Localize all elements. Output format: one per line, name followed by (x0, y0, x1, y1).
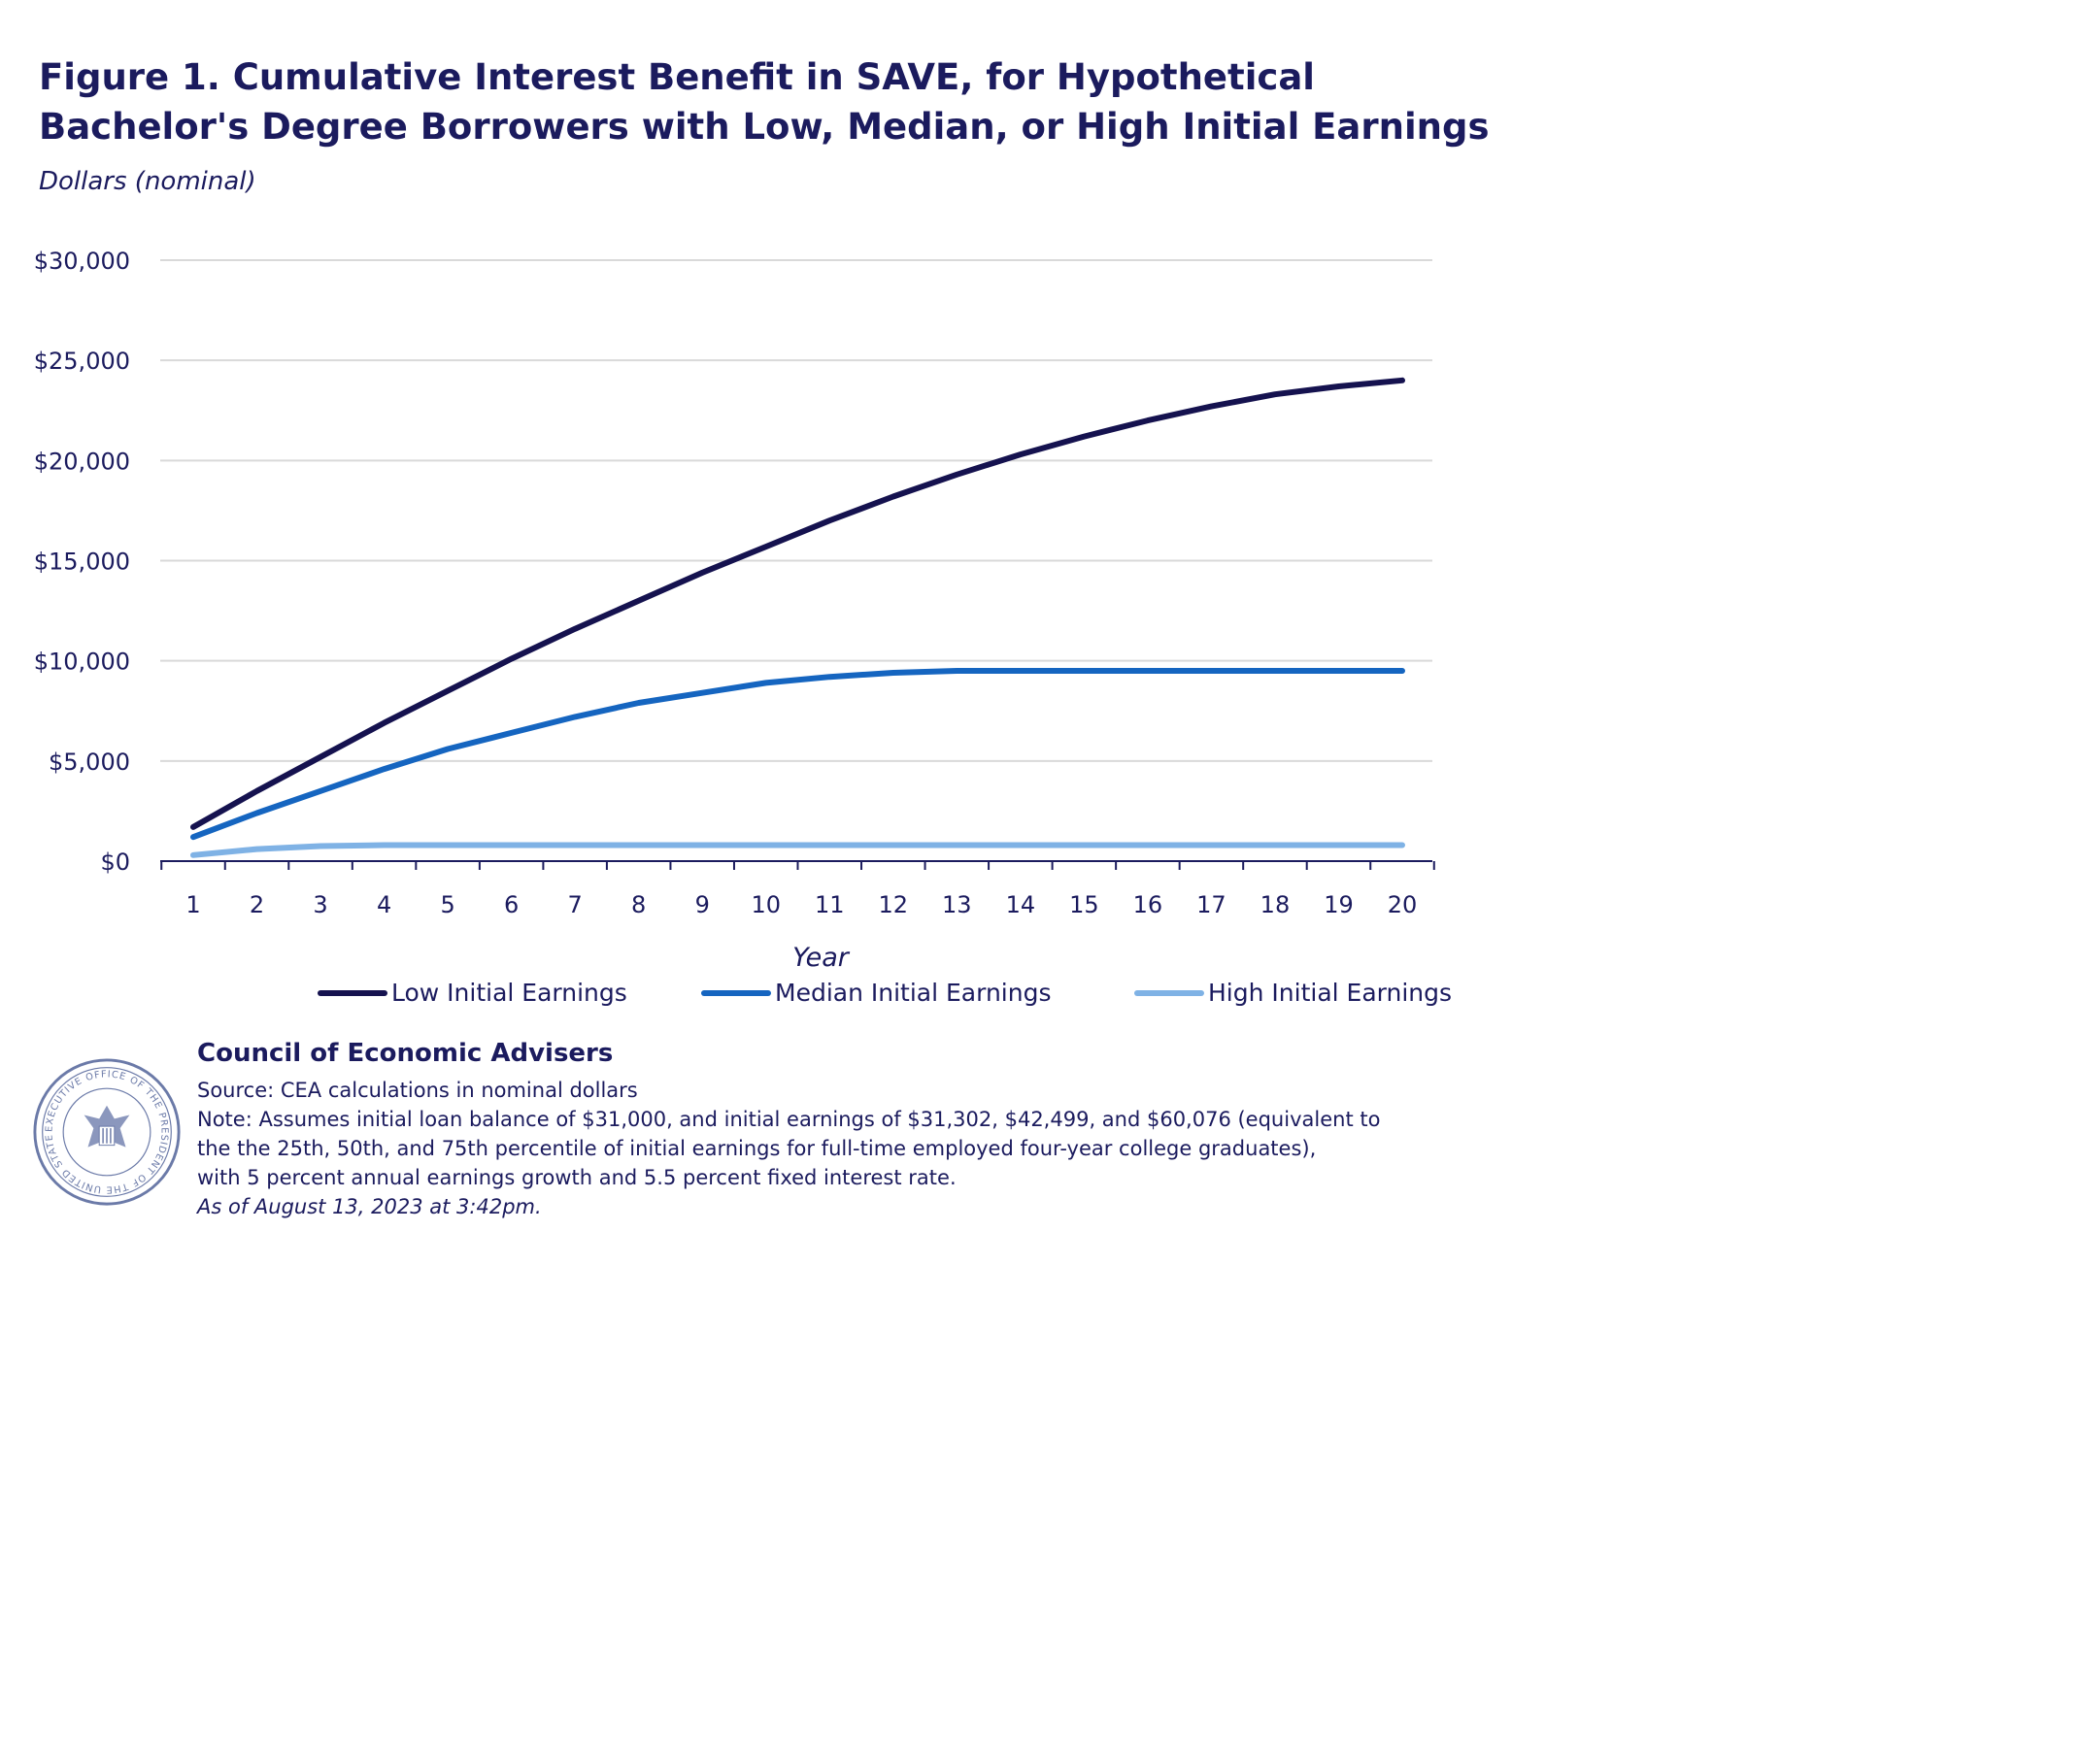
x-tick-label: 7 (568, 891, 583, 918)
y-tick-label: $0 (100, 849, 130, 876)
y-tick-label: $25,000 (34, 348, 130, 375)
x-tick-label: 5 (440, 891, 454, 918)
y-tick-label: $15,000 (34, 549, 130, 576)
y-tick-label: $30,000 (34, 248, 130, 275)
series-lines (190, 377, 1405, 858)
legend-item: Median Initial Earnings (701, 979, 1052, 1007)
x-tick-label: 12 (879, 891, 909, 918)
legend-item: Low Initial Earnings (318, 979, 627, 1007)
x-tick-label: 9 (695, 891, 710, 918)
legend-label: Low Initial Earnings (391, 979, 627, 1007)
x-axis-ticks: 1 2 3 4 5 6 7 8 9 10 11 12 13 14 15 16 17 18 19 20 (160, 861, 1435, 918)
organization-name: Council of Economic Advisers (197, 1039, 614, 1068)
x-tick-label: 11 (815, 891, 845, 918)
legend-label: Median Initial Earnings (775, 979, 1052, 1007)
x-tick-label: 2 (250, 891, 264, 918)
x-axis-title: Year (792, 943, 851, 973)
y-tick-label: $5,000 (49, 749, 130, 776)
x-tick-label: 4 (377, 891, 391, 918)
y-tick-label: $20,000 (34, 448, 130, 475)
legend-swatch (701, 989, 771, 996)
y-axis-ticks: $0 $5,000 $10,000 $15,000 $20,000 $25,000 $30,… (34, 248, 130, 876)
x-tick-label: 10 (751, 891, 781, 918)
x-tick-label: 16 (1133, 891, 1163, 918)
series-line-low-initial-earnings (190, 377, 1405, 830)
note-line-3: with 5 percent annual earnings growth an… (197, 1166, 957, 1189)
x-tick-label: 8 (631, 891, 646, 918)
series-line-high-initial-earnings (190, 842, 1405, 858)
gridlines (160, 259, 1432, 762)
series-line-median-initial-earnings (190, 668, 1405, 841)
x-tick-label: 6 (504, 891, 519, 918)
legend-swatch (1134, 989, 1204, 996)
line-chart: $0 $5,000 $10,000 $15,000 $20,000 $25,000 $30,… (34, 248, 1435, 973)
timestamp: As of August 13, 2023 at 3:42pm. (197, 1195, 542, 1218)
x-tick-label: 15 (1069, 891, 1099, 918)
note-line-1: Note: Assumes initial loan balance of $3… (197, 1108, 1381, 1131)
cea-seal-icon: EXECUTIVE OFFICE OF THE PRESIDENT OF THE… (31, 1056, 181, 1206)
chart-legend: Low Initial Earnings Median Initial Earni… (0, 979, 1521, 1017)
legend-label: High Initial Earnings (1208, 979, 1453, 1007)
x-tick-label: 3 (313, 891, 327, 918)
chart-title: Figure 1. Cumulative Interest Benefit in… (39, 56, 1490, 149)
legend-swatch (318, 989, 387, 996)
x-tick-label: 20 (1388, 891, 1418, 918)
x-tick-label: 18 (1260, 891, 1291, 918)
x-tick-label: 19 (1324, 891, 1354, 918)
x-tick-label: 1 (185, 891, 200, 918)
chart-footer: Council of Economic Advisers Source: CEA… (197, 1039, 1518, 1221)
chart-subtitle: Dollars (nominal) (39, 167, 256, 196)
x-tick-label: 13 (942, 891, 972, 918)
source-note: Source: CEA calculations in nominal doll… (197, 1079, 638, 1102)
note-line-2: the the 25th, 50th, and 75th percentile … (197, 1137, 1317, 1160)
x-tick-label: 14 (1006, 891, 1036, 918)
x-tick-label: 17 (1196, 891, 1226, 918)
legend-item: High Initial Earnings (1134, 979, 1452, 1007)
y-tick-label: $10,000 (34, 649, 130, 676)
